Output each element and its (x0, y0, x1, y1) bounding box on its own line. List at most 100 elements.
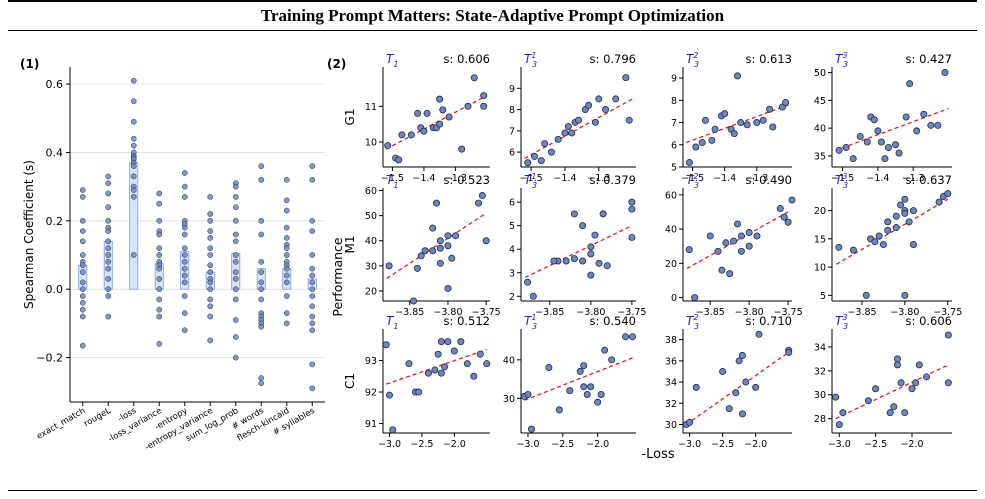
y-tick-label: 38 (665, 335, 677, 346)
x-tick-label: −1.3 (745, 173, 768, 184)
y-tick-label: 4 (509, 245, 515, 256)
scatter-point (625, 116, 633, 124)
x-tick-label: −3.75 (933, 307, 962, 318)
strip-point (283, 176, 290, 183)
scatter-point (776, 205, 784, 213)
scatter-point (734, 220, 742, 228)
scatter-point (410, 297, 418, 305)
scatter-point (531, 152, 539, 160)
scatter-point (890, 403, 898, 411)
regression-line (385, 94, 488, 150)
strip-point (207, 228, 214, 234)
regression-line (835, 198, 949, 265)
scatter-point (464, 102, 472, 110)
y-tick-label: 20 (814, 206, 826, 217)
scatter-point (737, 232, 745, 240)
y-tick-label: 10 (814, 263, 826, 274)
y-tick-label: 30 (503, 394, 515, 405)
strip-point (105, 190, 112, 197)
strip-point (258, 279, 265, 286)
scatter-subplot: 5 10 15 20 −3.85 −3.80 −3.75 T3 3 s: 0.637 (814, 172, 962, 318)
scatter-point (570, 255, 578, 263)
scatter-point (892, 141, 900, 149)
subplot-title: T1 (386, 314, 398, 331)
subplot-title: T3 3 (835, 51, 848, 69)
scatter-subplot: 35 40 45 50 −1.5 −1.4 −1.3 T3 3 s: 0.427 (814, 51, 952, 184)
scatter-point (725, 405, 733, 413)
strip-point (207, 211, 214, 217)
y-tick-label: 40 (365, 236, 377, 247)
strip-point (207, 269, 214, 275)
scatter-point (583, 390, 591, 398)
scatter-point (541, 140, 549, 148)
strip-point (156, 217, 163, 224)
strip-point (181, 224, 188, 231)
subplot-title: T3 3 (835, 313, 848, 331)
strip-point (207, 194, 214, 200)
scatter-point (738, 410, 746, 418)
strip-point (181, 170, 188, 176)
scatter-point (585, 101, 593, 109)
y-tick-label: 50 (365, 211, 377, 222)
strip-point (181, 265, 188, 272)
scatter-point (475, 199, 483, 207)
scatter-point (944, 331, 952, 339)
y-tick-label: 9 (671, 74, 677, 85)
subplot-score: s: 0.613 (746, 52, 792, 66)
y-tick-label: 36 (665, 356, 677, 367)
scatter-point (591, 118, 599, 126)
scatter-point (877, 138, 885, 146)
scatter-point (398, 131, 406, 139)
scatter-point (421, 247, 429, 255)
x-tick-label: −1.5 (681, 173, 704, 184)
y-tick-label: 30 (365, 261, 377, 272)
scatter-point (863, 138, 871, 146)
strip-point (79, 306, 86, 313)
scatter-point (628, 205, 636, 213)
x-tick-label: −2.5 (864, 439, 887, 450)
x-tick-label: −2.0 (744, 439, 767, 450)
scatter-point (913, 127, 921, 135)
strip-point (232, 252, 239, 258)
x-tick-label: −3.75 (472, 307, 501, 318)
scatter-point (881, 155, 889, 163)
strip-point (181, 258, 188, 265)
strip-point (105, 313, 112, 320)
scatter-subplot: 20 30 40 50 60 −3.85 −3.80 −3.75 T1 s: 0.523 (365, 173, 501, 318)
strip-point (105, 217, 112, 224)
scatter-point (788, 196, 796, 204)
x-tick-label: −3.75 (774, 307, 803, 318)
subplot-score: s: 0.540 (590, 314, 636, 328)
x-tick-label: −1.5 (831, 173, 854, 184)
scatter-point (909, 240, 917, 248)
y-tick-label: 28 (814, 414, 826, 425)
scatter-point (547, 148, 555, 156)
scatter-point (524, 278, 532, 286)
strip-point (79, 286, 86, 293)
scatter-point (575, 116, 583, 124)
scatter-point (602, 106, 610, 114)
strip-point (181, 183, 188, 190)
strip-point (156, 286, 163, 293)
scatter-point (886, 409, 894, 417)
x-tick-label: −3.80 (735, 307, 764, 318)
scatter-point (587, 271, 595, 279)
scatter-point (934, 121, 942, 129)
bar (129, 162, 139, 290)
scatter-point (444, 232, 452, 240)
scatter-point (480, 92, 488, 100)
regression-line (524, 357, 633, 401)
scatter-point (753, 232, 761, 240)
strip-point (309, 163, 316, 169)
strip-point (105, 180, 112, 187)
strip-point (181, 310, 188, 316)
scatter-point (424, 369, 432, 377)
strip-point (79, 293, 86, 299)
strip-point (309, 228, 316, 234)
scatter-point (608, 356, 616, 364)
scatter-point (721, 110, 729, 118)
strip-point (232, 183, 239, 190)
x-tick-label: −3.75 (617, 307, 646, 318)
scatter-point (444, 338, 452, 346)
scatter-point (457, 338, 465, 346)
